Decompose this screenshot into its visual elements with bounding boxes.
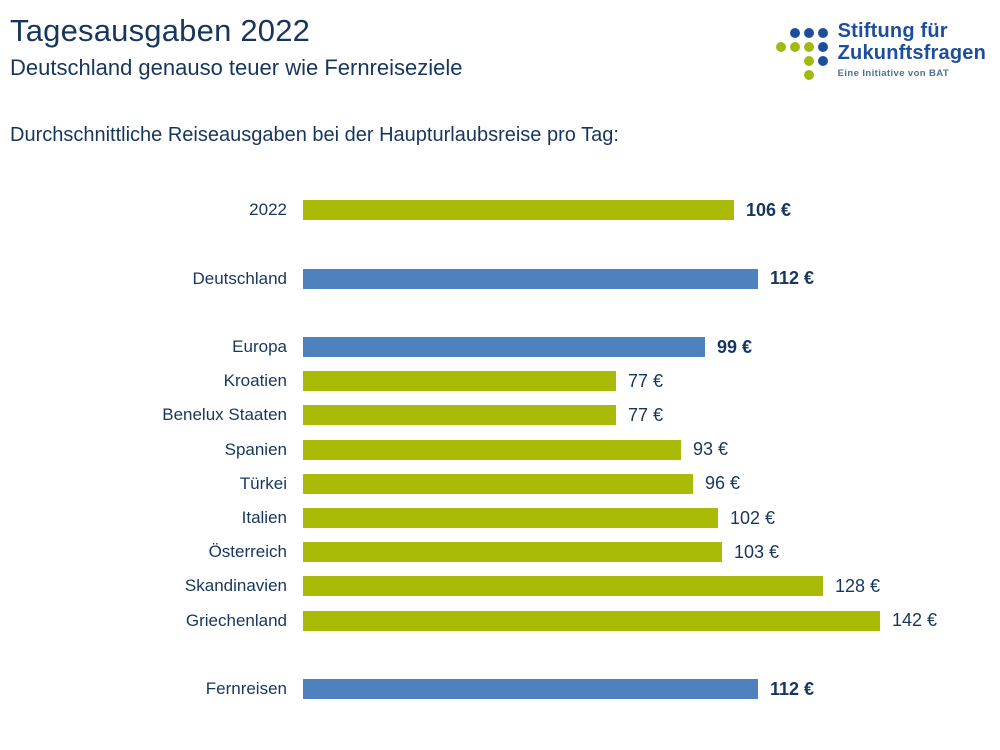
bar-chart: 2022 106 € Deutschland 112 € Europa 99 €… <box>0 193 1000 706</box>
logo-dot-empty <box>776 70 786 80</box>
row-value: 102 € <box>730 507 776 528</box>
logo-dot-green-icon <box>803 42 814 52</box>
logo-dot-green-icon <box>775 42 786 52</box>
row-label: Österreich <box>208 542 287 562</box>
stiftung-zukunftsfragen-logo: Stiftung für Zukunftsfragen Eine Initiat… <box>774 20 986 82</box>
page-subtitle: Deutschland genauso teuer wie Fernreisez… <box>10 55 463 80</box>
row-bar <box>303 337 705 358</box>
chart-row: Österreich 103 € <box>0 535 1000 569</box>
chart-row: Türkei 96 € <box>0 467 1000 501</box>
chart-group-spacer <box>0 227 1000 261</box>
chart-row: Spanien 93 € <box>0 433 1000 467</box>
chart-group-spacer <box>0 296 1000 330</box>
logo-line-2: Zukunftsfragen <box>837 42 986 64</box>
row-value: 112 € <box>770 268 815 289</box>
row-value: 106 € <box>746 199 792 220</box>
chart-row: 2022 106 € <box>0 193 1000 227</box>
chart-row: Europa 99 € <box>0 330 1000 364</box>
logo-dot-blue-icon <box>789 28 800 38</box>
row-label: 2022 <box>249 200 287 220</box>
chart-row: Italien 102 € <box>0 501 1000 535</box>
row-value: 128 € <box>835 575 881 596</box>
logo-dot-blue-icon <box>803 28 814 38</box>
logo-dot-blue-icon <box>817 42 828 52</box>
chart-row: Skandinavien 128 € <box>0 569 1000 603</box>
row-value: 77 € <box>628 404 664 425</box>
row-value: 93 € <box>693 439 729 460</box>
logo-dot-blue-icon <box>817 56 828 66</box>
logo-dot-empty <box>790 56 800 66</box>
row-bar <box>303 371 616 392</box>
chart-row: Benelux Staaten 77 € <box>0 398 1000 432</box>
row-bar <box>303 268 758 289</box>
row-value: 77 € <box>628 370 664 391</box>
logo-dot-green-icon <box>803 56 814 66</box>
row-label: Europa <box>232 337 287 357</box>
logo-dot-green-icon <box>803 70 814 80</box>
row-bar <box>303 679 758 700</box>
row-bar <box>303 610 880 631</box>
row-label: Türkei <box>239 473 287 493</box>
row-value: 142 € <box>892 610 938 631</box>
row-label: Fernreisen <box>205 679 287 699</box>
logo-dot-empty <box>790 70 800 80</box>
row-bar <box>303 508 718 528</box>
chart-row: Deutschland 112 € <box>0 261 1000 295</box>
logo-tagline: Eine Initiative von BAT <box>837 68 950 79</box>
logo-dot-empty <box>818 70 828 80</box>
row-value: 112 € <box>770 678 815 699</box>
row-bar <box>303 200 734 221</box>
page-title: Tagesausgaben 2022 <box>10 13 311 48</box>
row-label: Skandinavien <box>184 576 287 596</box>
row-value: 96 € <box>705 473 741 494</box>
logo-text: Stiftung für Zukunftsfragen Eine Initiat… <box>838 20 986 79</box>
logo-dot-empty <box>776 56 786 66</box>
row-bar <box>303 542 722 563</box>
row-label: Spanien <box>224 439 287 459</box>
chart-group-spacer <box>0 638 1000 672</box>
chart-caption: Durchschnittliche Reiseausgaben bei der … <box>10 124 619 146</box>
logo-line-1: Stiftung für <box>837 20 948 42</box>
chart-row: Griechenland 142 € <box>0 603 1000 637</box>
row-bar <box>303 439 681 460</box>
logo-dot-blue-icon <box>817 28 828 38</box>
logo-dot-green-icon <box>789 42 800 52</box>
chart-row: Fernreisen 112 € <box>0 672 1000 706</box>
row-label: Kroatien <box>223 371 287 391</box>
chart-row: Kroatien 77 € <box>0 364 1000 398</box>
row-bar <box>303 473 693 494</box>
row-bar <box>303 405 616 426</box>
row-label: Benelux Staaten <box>162 405 287 425</box>
row-label: Deutschland <box>192 268 287 288</box>
logo-dot-empty <box>776 28 786 38</box>
row-value: 103 € <box>734 541 780 562</box>
row-label: Italien <box>241 508 287 527</box>
row-label: Griechenland <box>185 610 287 630</box>
row-bar <box>303 576 823 597</box>
logo-dots-icon <box>774 26 830 82</box>
row-value: 99 € <box>717 336 753 357</box>
